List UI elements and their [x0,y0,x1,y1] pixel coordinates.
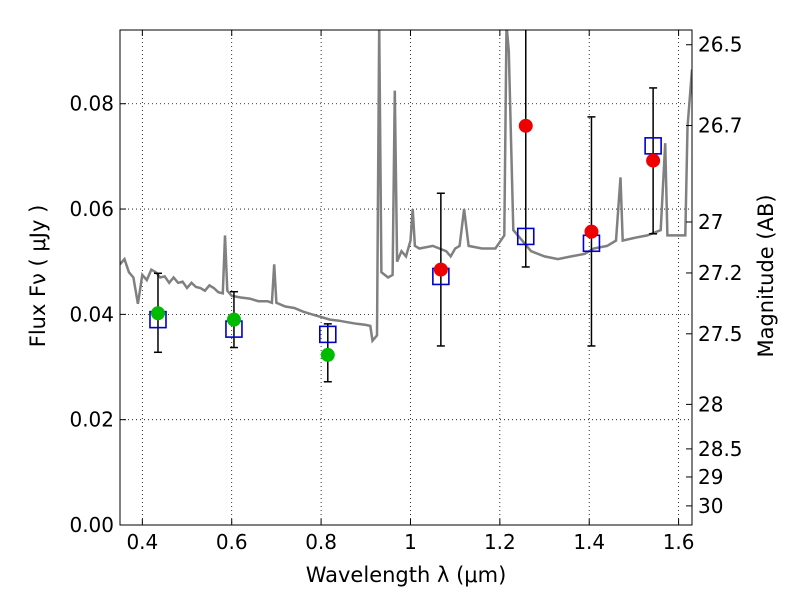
y-axis-label: Flux Fν ( μJy ) [26,205,50,348]
model-spectrum-line [120,30,692,344]
right-tick-label: 26.5 [698,33,743,57]
model-spectrum [120,30,692,344]
observed-point [518,118,533,133]
y-tick-label: 0.00 [69,513,114,537]
x-tick-label: 1.4 [573,530,605,554]
x-axis-ticks: 0.4 0.6 0.8 1 1.2 1.4 1.6 [126,30,695,554]
model-point [516,227,535,246]
x-tick-label: 1.6 [663,530,695,554]
right-tick-label: 29 [698,465,723,489]
observed-point [646,153,661,168]
observed-point [320,347,335,362]
right-tick-label: 27.5 [698,322,743,346]
observed-point [433,262,448,277]
observed-point [226,312,241,327]
x-tick-label: 0.8 [305,530,337,554]
right-axis-ticks: 26.5 26.7 27 27.2 27.5 28 28.5 29 30 [686,33,743,518]
x-axis-label: Wavelength λ (μm) [306,563,507,587]
error-bars [153,30,658,383]
right-axis-label: Magnitude (AB) [754,194,778,357]
x-tick-label: 1 [404,530,417,554]
x-tick-label: 1.2 [484,530,516,554]
grid-lines [120,30,692,526]
model-points [149,137,662,344]
right-tick-label: 27.2 [698,261,743,285]
y-axis-ticks: 0.00 0.02 0.04 0.06 0.08 [69,92,126,537]
observed-points [150,118,661,362]
right-tick-label: 27 [698,210,723,234]
right-tick-label: 28 [698,392,723,416]
y-tick-label: 0.02 [69,408,114,432]
x-tick-label: 0.4 [126,530,158,554]
model-point [318,325,337,344]
y-tick-label: 0.06 [69,197,114,221]
right-tick-label: 26.7 [698,114,743,138]
plot-frame [119,29,693,526]
x-tick-label: 0.6 [216,530,248,554]
observed-point [584,224,599,239]
y-tick-label: 0.08 [69,92,114,116]
right-tick-label: 30 [698,494,723,518]
observed-point [150,306,165,321]
y-tick-label: 0.04 [69,302,114,326]
right-tick-label: 28.5 [698,437,743,461]
